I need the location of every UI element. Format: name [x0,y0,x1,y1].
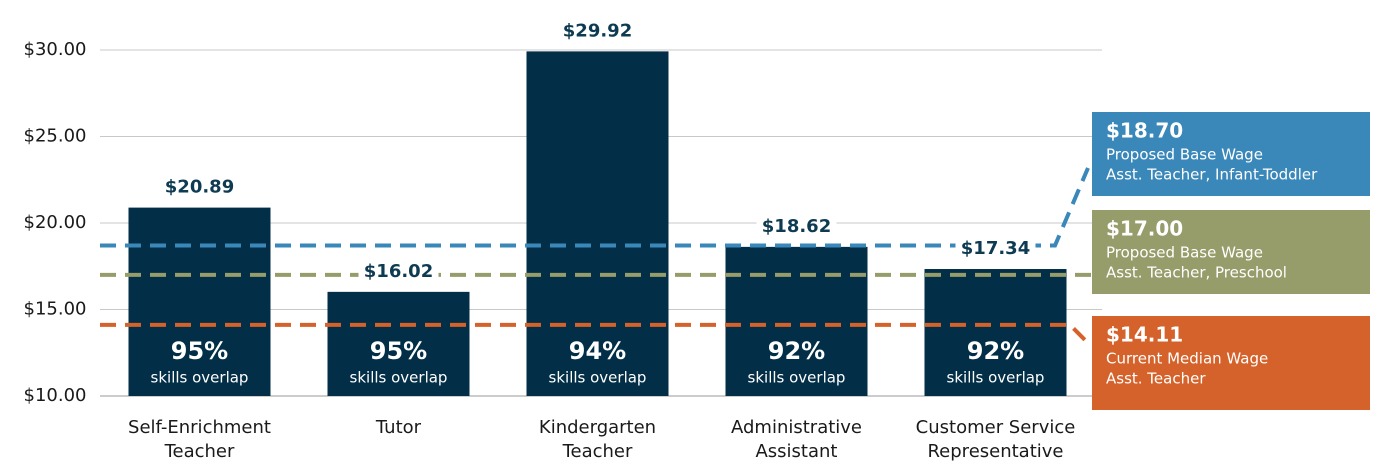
value-label-bg [557,18,638,45]
reference-text: Asst. Teacher, Preschool [1106,264,1287,282]
overlap-caption: skills overlap [151,369,249,387]
reference-value: $18.70 [1106,119,1183,143]
value-label-bg [756,213,837,240]
overlap-value: 92% [967,337,1024,365]
value-label: $16.02 [364,261,433,282]
value-label: $29.92 [563,20,632,41]
overlap-value: 95% [171,337,228,365]
reference-value: $14.11 [1106,323,1183,347]
x-tick-label: Kindergarten Teacher [538,417,657,462]
bar [128,207,271,396]
value-label-bg [159,174,240,201]
bar [327,291,470,396]
y-tick-label: $10.00 [24,385,87,406]
bar [526,51,669,396]
overlap-caption: skills overlap [947,369,1045,387]
y-tick-label: $15.00 [24,299,87,320]
reference-box [1092,112,1370,196]
x-tick-label: Customer Service Representative [915,417,1076,462]
y-tick-label: $20.00 [24,212,87,233]
reference-text: Current Median Wage [1106,350,1268,368]
x-tick-label: Self-Enrichment Teacher [128,417,271,462]
value-label-bg [358,258,439,285]
value-label: $20.89 [165,177,234,198]
overlap-caption: skills overlap [748,369,846,387]
reference-box [1092,316,1370,410]
bar [725,246,868,396]
x-tick-label: Administrative Assistant [730,417,863,462]
reference-value: $17.00 [1106,217,1183,241]
reference-box [1092,210,1370,294]
overlap-caption: skills overlap [549,369,647,387]
reference-text: Asst. Teacher, Infant-Toddler [1106,166,1318,184]
reference-text: Proposed Base Wage [1106,146,1263,164]
reference-line [100,167,1090,248]
x-tick-label: Tutor [375,417,422,438]
y-tick-label: $25.00 [24,126,87,147]
y-tick-label: $30.00 [24,39,87,60]
value-label-bg [955,236,1036,263]
overlap-value: 95% [370,337,427,365]
overlap-caption: skills overlap [350,369,448,387]
overlap-value: 92% [768,337,825,365]
value-label: $17.34 [961,238,1030,259]
reference-line [100,322,1092,347]
reference-text: Proposed Base Wage [1106,244,1263,262]
value-label: $18.62 [762,216,831,237]
overlap-value: 94% [569,337,626,365]
reference-text: Asst. Teacher [1106,370,1206,388]
bar [924,269,1067,396]
